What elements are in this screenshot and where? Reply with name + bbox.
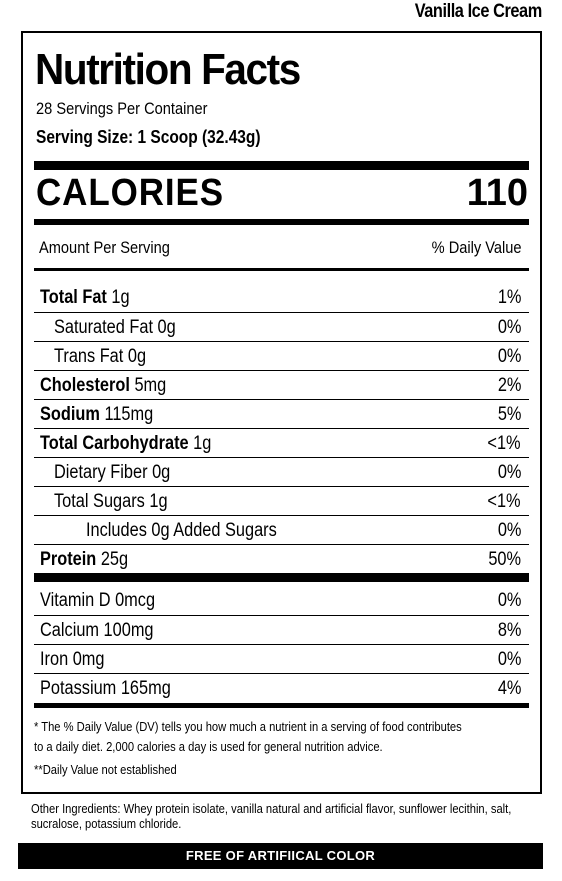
nutrient-daily-value: 0% (497, 520, 521, 541)
product-flavor: Vanilla Ice Cream (414, 1, 543, 22)
medium-divider (34, 703, 529, 708)
nutrient-amount: 0g (157, 317, 176, 338)
panel-title: Nutrition Facts (35, 45, 301, 94)
nutrient-row: Total Carbohydrate 1g <1% (34, 428, 529, 457)
serving-size: Serving Size: 1 Scoop (32.43g) (36, 127, 261, 147)
nutrient-list: Total Fat 1g 1% Saturated Fat 0g 0% Trans Fa… (34, 283, 529, 573)
nutrient-name: Saturated Fat (54, 317, 154, 338)
calories-value: 110 (466, 172, 528, 214)
thick-divider (34, 573, 529, 582)
nutrient-name: Trans Fat (54, 346, 124, 367)
nutrient-amount: 0g (127, 346, 147, 367)
nutrient-row: Saturated Fat 0g 0% (34, 312, 529, 341)
nutrient-name: Cholesterol (40, 375, 130, 396)
nutrient-label: Dietary Fiber 0g (54, 462, 170, 484)
nutrient-row: Dietary Fiber 0g 0% (34, 457, 529, 486)
nutrient-row: Protein 25g 50% (34, 544, 529, 573)
nutrient-label: Total Sugars 1g (54, 491, 168, 513)
header-divider (34, 268, 529, 271)
nutrient-name: Total Fat (40, 287, 107, 308)
nutrient-amount: 25g (100, 549, 129, 570)
nutrient-row: Includes 0g Added Sugars 0% (34, 515, 529, 544)
nutrient-amount: 5mg (134, 375, 167, 396)
nutrient-name: Total Carbohydrate (40, 433, 189, 454)
nutrient-row: Vitamin D 0mcg 0% (34, 586, 529, 615)
nutrient-name: Sodium (40, 404, 100, 425)
nutrient-row: Sodium 115mg 5% (34, 399, 529, 428)
daily-value-footnote: * The % Daily Value (DV) tells you how m… (34, 719, 462, 754)
nutrient-amount: 0mg (72, 649, 105, 670)
nutrient-amount: 165mg (120, 678, 171, 699)
nutrient-daily-value: <1% (487, 433, 521, 454)
vitamin-list: Vitamin D 0mcg 0% Calcium 100mg 8% Iron 0mg 0… (34, 586, 529, 702)
nutrient-label: Includes 0g Added Sugars (86, 520, 277, 542)
other-ingredients: Other Ingredients: Whey protein isolate,… (31, 801, 512, 831)
nutrient-row: Trans Fat 0g 0% (34, 341, 529, 370)
nutrient-daily-value: 0% (497, 649, 521, 670)
nutrient-name: Calcium (40, 620, 100, 641)
nutrient-name: Iron (40, 649, 69, 670)
nutrient-label: Total Carbohydrate 1g (40, 433, 211, 455)
nutrient-daily-value: 50% (488, 549, 521, 570)
nutrient-row: Iron 0mg 0% (34, 644, 529, 673)
amount-per-serving-header: Amount Per Serving (39, 238, 170, 257)
nutrient-amount: 0mcg (115, 590, 156, 611)
nutrient-amount: 1g (193, 433, 212, 454)
nutrient-row: Calcium 100mg 8% (34, 615, 529, 644)
nutrient-amount: 1g (149, 491, 168, 512)
nutrient-amount: 100mg (103, 620, 154, 641)
nutrition-facts-panel: Nutrition Facts 28 Servings Per Containe… (21, 31, 542, 794)
nutrient-name: Vitamin D (40, 590, 111, 611)
nutrient-daily-value: 2% (497, 375, 521, 396)
servings-per-container: 28 Servings Per Container (36, 99, 208, 118)
thick-divider (34, 161, 529, 170)
nutrient-daily-value: 4% (497, 678, 521, 699)
medium-divider (34, 219, 529, 225)
nutrient-name: Dietary Fiber (54, 462, 148, 483)
nutrient-amount: 115mg (104, 404, 154, 425)
nutrient-label: Cholesterol 5mg (40, 375, 166, 397)
nutrient-daily-value: 0% (497, 317, 521, 338)
nutrient-label: Iron 0mg (40, 649, 105, 671)
nutrient-daily-value: 0% (497, 462, 521, 483)
nutrient-name: Total Sugars (54, 491, 145, 512)
nutrient-name: Includes 0g Added Sugars (86, 520, 277, 541)
nutrient-amount: 0g (152, 462, 171, 483)
nutrient-label: Calcium 100mg (40, 620, 154, 642)
nutrient-daily-value: 0% (497, 590, 521, 611)
nutrient-daily-value: <1% (487, 491, 521, 512)
nutrient-name: Protein (40, 549, 97, 570)
daily-value-not-established-note: **Daily Value not established (34, 762, 177, 777)
nutrient-daily-value: 5% (497, 404, 521, 425)
nutrient-label: Sodium 115mg (40, 404, 153, 426)
nutrient-row: Total Sugars 1g <1% (34, 486, 529, 515)
free-of-color-banner: FREE OF ARTIFIICAL COLOR (18, 843, 543, 869)
calories-label: CALORIES (36, 172, 225, 214)
nutrient-row: Potassium 165mg 4% (34, 673, 529, 702)
nutrient-label: Saturated Fat 0g (54, 317, 176, 339)
nutrient-amount: 1g (111, 287, 130, 308)
nutrient-label: Protein 25g (40, 549, 128, 571)
nutrient-daily-value: 8% (497, 620, 521, 641)
nutrient-label: Trans Fat 0g (54, 346, 146, 368)
nutrient-daily-value: 1% (497, 287, 521, 308)
nutrient-row: Cholesterol 5mg 2% (34, 370, 529, 399)
nutrient-label: Vitamin D 0mcg (40, 590, 155, 612)
nutrient-daily-value: 0% (497, 346, 521, 367)
nutrient-name: Potassium (40, 678, 117, 699)
nutrient-label: Potassium 165mg (40, 678, 171, 700)
daily-value-header: % Daily Value (432, 238, 522, 257)
nutrient-row: Total Fat 1g 1% (34, 283, 529, 312)
nutrient-label: Total Fat 1g (40, 287, 130, 309)
